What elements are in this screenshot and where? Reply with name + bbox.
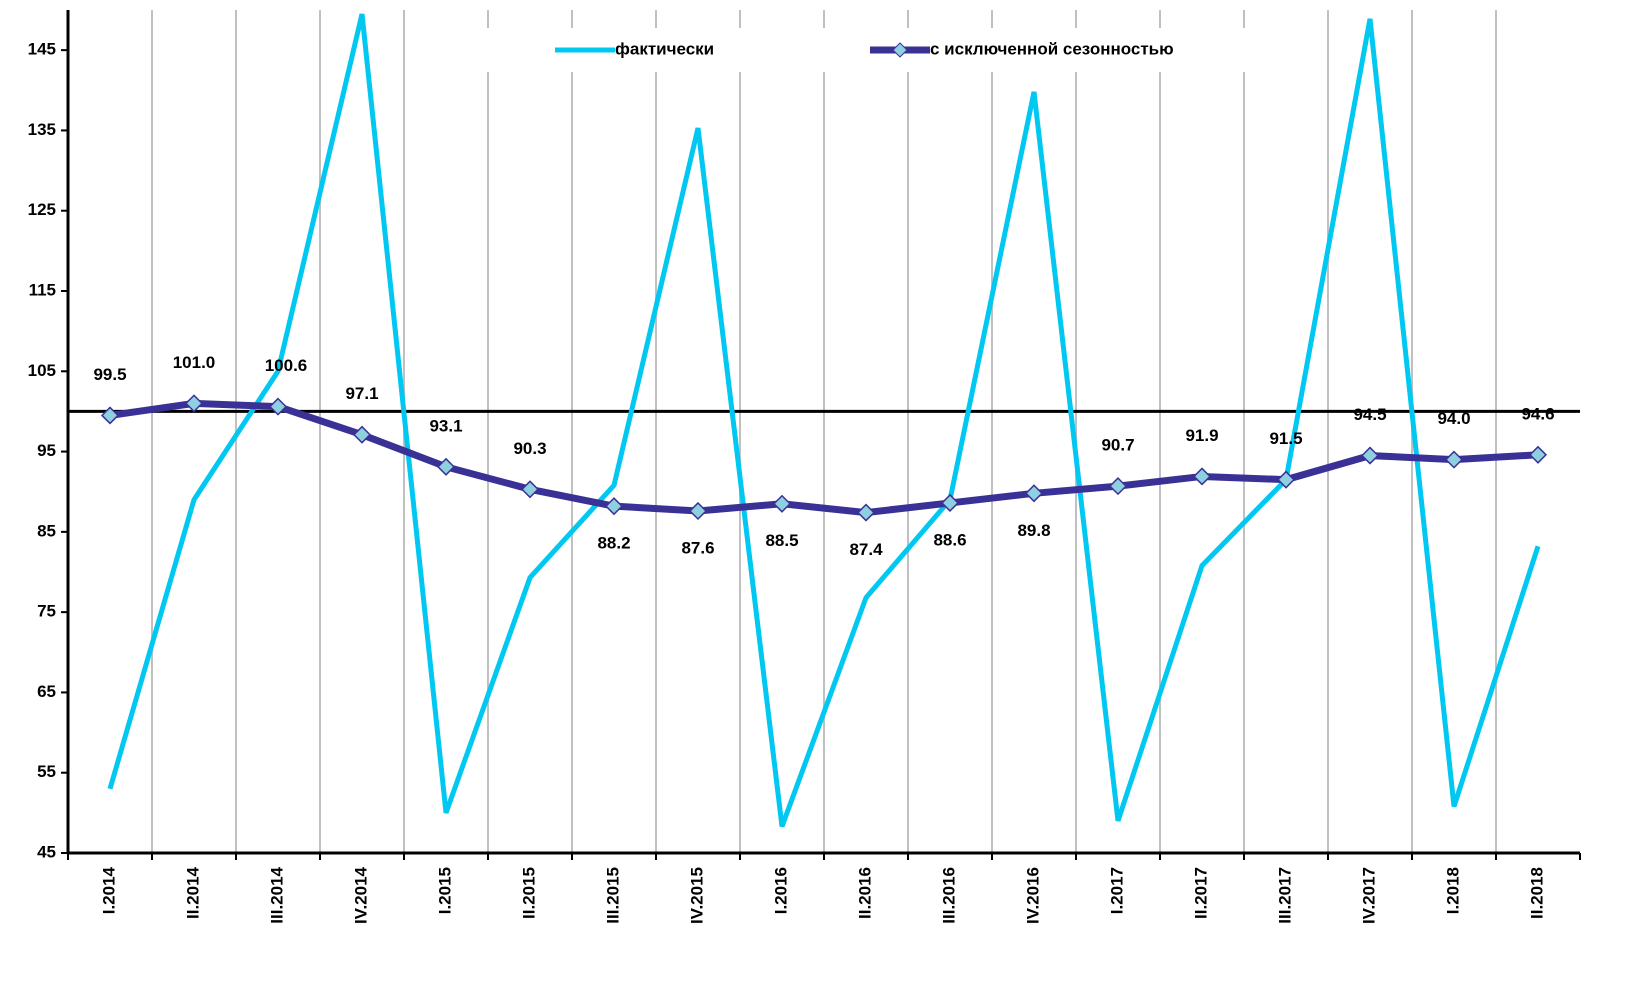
x-tick-label: III.2017 [1275,867,1294,924]
series-line [107,13,1541,828]
marker [604,497,624,516]
marker [1360,446,1380,465]
data-label: 101.0 [173,353,216,372]
x-tick-label: I.2017 [1107,867,1126,914]
series-line [109,399,1539,517]
x-tick-label: IV.2016 [1023,867,1042,924]
x-tick-label: III.2014 [267,866,286,923]
marker [772,494,792,513]
data-label: 94.6 [1521,404,1554,423]
data-label: 91.9 [1185,426,1218,445]
x-tick-label: I.2014 [99,866,118,914]
marker [1108,477,1128,496]
marker [688,501,708,521]
y-tick-label: 145 [28,40,56,59]
marker [268,397,288,416]
y-tick-label: 105 [28,361,56,380]
legend-label: с исключенной сезонностью [930,39,1174,58]
x-tick-label: II.2017 [1191,867,1210,919]
y-tick-label: 45 [37,842,56,861]
x-tick-label: I.2018 [1443,867,1462,914]
data-label: 94.5 [1353,405,1386,424]
data-label: 87.4 [849,540,883,559]
x-tick-label: III.2015 [603,867,622,924]
data-label: 100.6 [265,356,308,375]
y-tick-label: 115 [29,280,56,299]
y-tick-label: 75 [37,602,56,621]
data-label: 97.1 [345,384,378,403]
marker [184,394,204,413]
x-tick-label: I.2016 [771,867,790,914]
y-tick-label: 135 [28,120,56,139]
marker [940,493,960,513]
data-label: 89.8 [1017,521,1050,540]
data-label: 94.0 [1437,409,1470,428]
y-tick-label: 85 [37,521,56,540]
marker [1192,467,1212,486]
marker [1528,445,1548,464]
data-label: 90.3 [513,439,546,458]
data-label: 88.5 [765,531,798,550]
data-label: 99.5 [93,365,126,384]
x-tick-label: I.2015 [435,867,454,914]
data-label: 88.6 [933,530,966,549]
x-tick-label: II.2016 [855,867,874,919]
data-label: 90.7 [1101,436,1134,455]
marker [352,425,372,444]
x-tick-label: IV.2015 [687,867,706,924]
legend-marker [892,42,908,58]
x-tick-label: II.2014 [183,866,202,919]
data-label: 88.2 [597,534,630,553]
marker [100,406,120,425]
x-tick-label: III.2016 [939,867,958,924]
marker [856,503,876,522]
y-tick-label: 125 [28,200,56,219]
x-tick-label: IV.2017 [1359,867,1378,924]
y-tick-label: 95 [37,441,56,460]
marker [1024,484,1044,503]
x-tick-label: IV.2014 [351,866,370,924]
marker [1444,450,1464,469]
data-label: 93.1 [429,416,462,435]
legend-box [405,28,1295,72]
data-label: 91.5 [1269,429,1302,448]
data-label: 87.6 [681,538,714,557]
x-tick-label: II.2018 [1527,867,1546,919]
marker [520,480,540,499]
x-tick-label: II.2015 [519,867,538,919]
y-tick-label: 55 [37,762,56,781]
marker [1276,470,1296,489]
legend-label: фактически [615,39,714,58]
marker [436,457,456,476]
y-tick-label: 65 [37,682,56,701]
